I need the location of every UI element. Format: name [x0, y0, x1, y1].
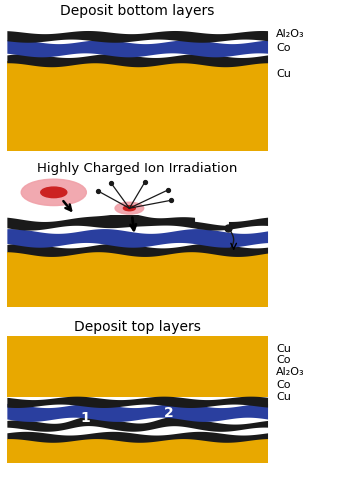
- Text: Al₂O₃: Al₂O₃: [276, 29, 305, 38]
- Text: 2: 2: [164, 406, 173, 420]
- Text: Deposit bottom layers: Deposit bottom layers: [60, 3, 214, 18]
- Ellipse shape: [115, 202, 144, 214]
- Text: Highly Charged Ion Irradiation: Highly Charged Ion Irradiation: [37, 162, 237, 176]
- Ellipse shape: [21, 179, 86, 205]
- Text: 1: 1: [80, 411, 90, 425]
- Text: Co: Co: [276, 43, 291, 53]
- Text: Cu: Cu: [276, 70, 291, 79]
- Text: Cu: Cu: [276, 393, 291, 402]
- Text: Deposit top layers: Deposit top layers: [74, 320, 201, 335]
- Ellipse shape: [123, 206, 135, 211]
- Ellipse shape: [41, 187, 67, 198]
- Text: Al₂O₃: Al₂O₃: [276, 368, 305, 377]
- Text: Cu: Cu: [276, 345, 291, 354]
- Text: Co: Co: [276, 356, 291, 365]
- Text: Co: Co: [276, 380, 291, 390]
